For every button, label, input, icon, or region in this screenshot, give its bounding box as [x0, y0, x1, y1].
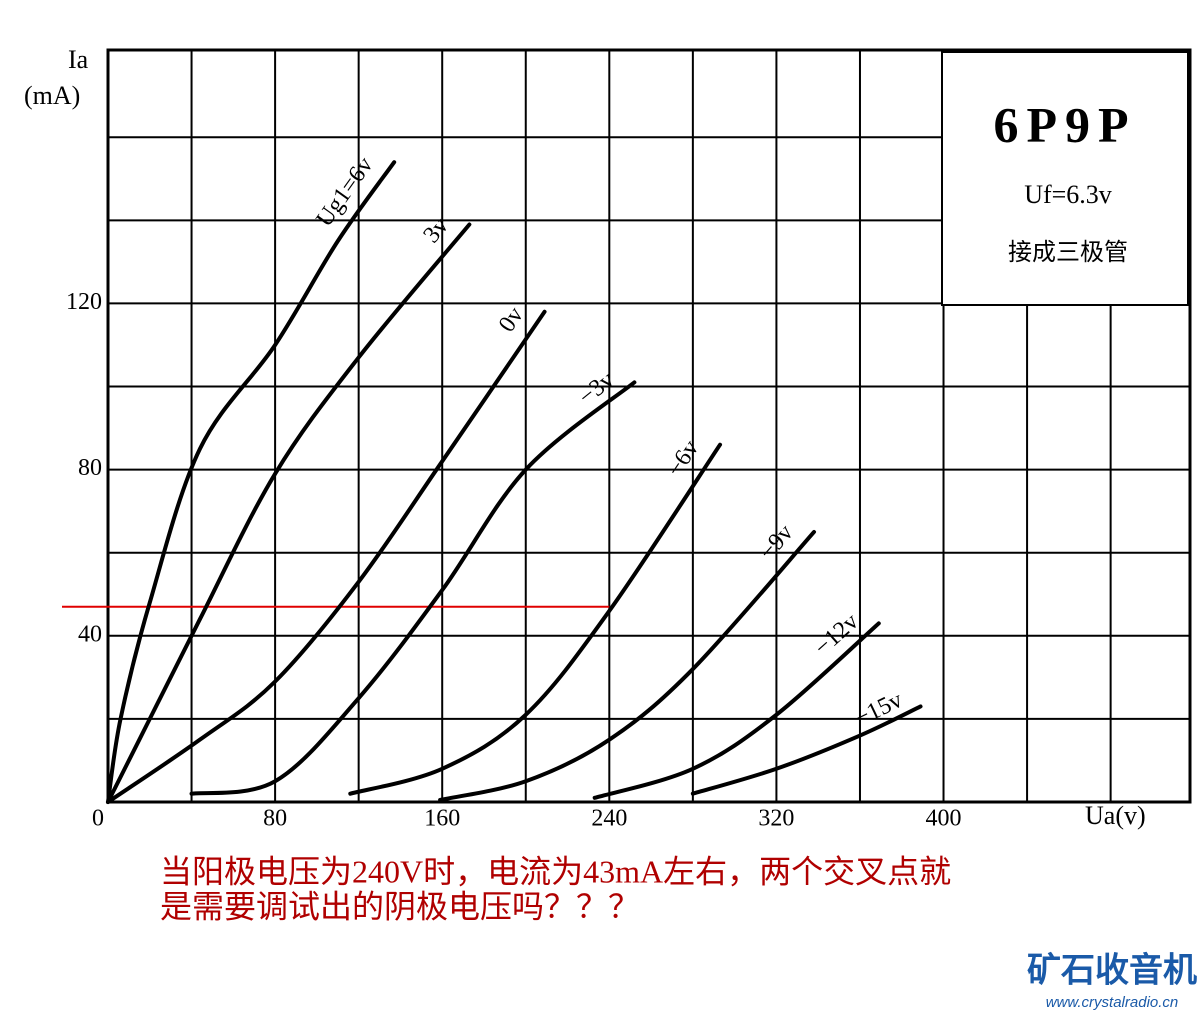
info-line: Uf=6.3v [1024, 180, 1112, 209]
plot-frame [106, 48, 1192, 804]
y-tick-label: 120 [66, 289, 102, 315]
info-box [941, 51, 1189, 306]
watermark-name: 矿石收音机 [1027, 951, 1197, 991]
curve [106, 160, 397, 804]
x-tick-label: 160 [424, 806, 460, 832]
curve-label: 0v [494, 303, 529, 337]
x-tick-label: 320 [758, 806, 794, 832]
curve-label: −12v [809, 609, 863, 661]
curve [189, 380, 637, 796]
curve [348, 442, 723, 796]
y-tick-label: 40 [78, 621, 102, 647]
curve-label: 3v [419, 213, 454, 248]
caption: 当阳极电压为240V时，电流为43mA左右，两个交叉点就 [160, 853, 951, 889]
curve [690, 704, 923, 796]
info-title: 6P9P [993, 96, 1136, 152]
x-tick-label: 80 [263, 806, 287, 832]
curve [106, 222, 472, 804]
curve [592, 621, 881, 800]
curve-label: −6v [662, 436, 704, 482]
curve-label: −3v [574, 367, 620, 411]
y-axis-label: (mA) [24, 81, 80, 110]
info-line: 接成三极管 [1008, 238, 1128, 266]
curve [106, 309, 547, 804]
y-axis-label: Ia [68, 45, 89, 74]
x-tick-label: 400 [926, 806, 962, 832]
x-tick-label: 240 [591, 806, 627, 832]
x-tick-label: 0 [92, 806, 104, 832]
curve [438, 529, 817, 802]
watermark-url: www.crystalradio.cn [1046, 994, 1179, 1011]
y-tick-label: 80 [78, 455, 102, 481]
caption: 是需要调试出的阴极电压吗？？？ [160, 888, 640, 924]
x-axis-label: Ua(v) [1085, 801, 1146, 830]
